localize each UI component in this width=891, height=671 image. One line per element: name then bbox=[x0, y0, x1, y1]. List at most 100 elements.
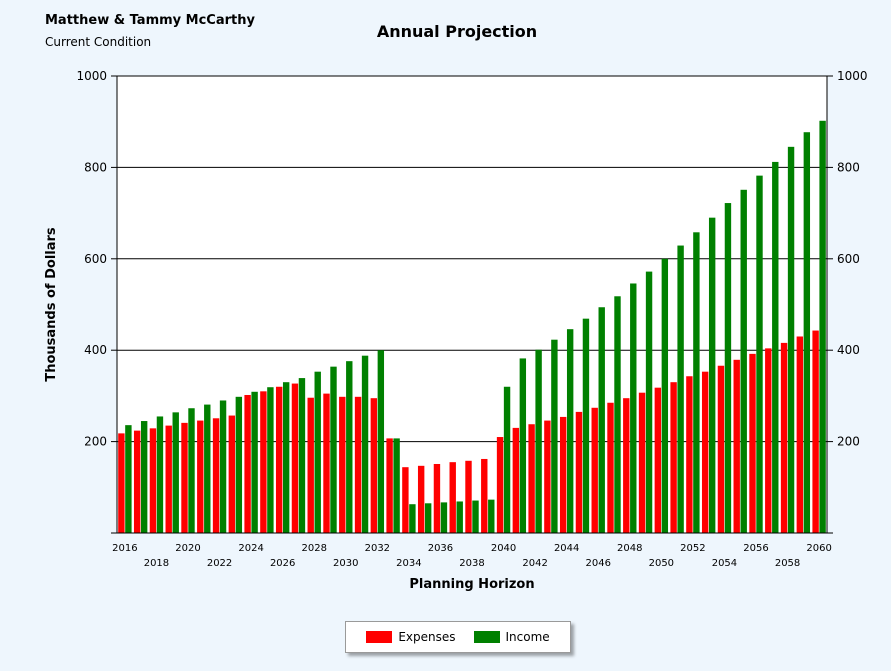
bar-expenses-2028 bbox=[307, 397, 314, 533]
x-tick-label: 2018 bbox=[144, 558, 169, 569]
x-tick-label: 2036 bbox=[428, 543, 453, 554]
client-name: Matthew & Tammy McCarthy bbox=[45, 13, 255, 28]
bar-income-2017 bbox=[140, 421, 148, 533]
bar-expenses-2022 bbox=[212, 418, 220, 533]
bar-income-2053 bbox=[708, 217, 716, 534]
x-tick-label: 2020 bbox=[175, 543, 200, 554]
left-tick-label: 600 bbox=[84, 252, 107, 266]
bar-expenses-2050 bbox=[654, 387, 662, 533]
bar-expenses-2037 bbox=[449, 462, 456, 533]
x-tick-label: 2046 bbox=[585, 558, 610, 569]
chart-legend: Expenses Income bbox=[345, 621, 571, 653]
x-tick-label: 2016 bbox=[112, 543, 137, 554]
bar-income-2027 bbox=[298, 378, 306, 533]
legend-item-expenses: Expenses bbox=[366, 630, 456, 644]
bar-income-2059 bbox=[803, 132, 811, 533]
legend-swatch-expenses bbox=[366, 631, 393, 643]
bar-expenses-2048 bbox=[623, 398, 630, 533]
x-tick-label: 2056 bbox=[743, 543, 768, 554]
bar-income-2025 bbox=[267, 387, 274, 533]
x-axis-label: Planning Horizon bbox=[409, 577, 534, 592]
x-tick-label: 2054 bbox=[712, 558, 737, 569]
legend-label-expenses: Expenses bbox=[398, 630, 456, 644]
left-tick-label: 200 bbox=[84, 435, 107, 449]
bar-income-2049 bbox=[645, 271, 653, 533]
bar-expenses-2029 bbox=[323, 393, 330, 533]
bar-expenses-2027 bbox=[291, 383, 299, 533]
bar-income-2035 bbox=[424, 503, 432, 533]
bar-income-2058 bbox=[787, 146, 795, 533]
bar-income-2026 bbox=[282, 382, 290, 533]
bar-expenses-2041 bbox=[512, 427, 520, 533]
bar-income-2023 bbox=[235, 396, 243, 533]
bar-expenses-2017 bbox=[133, 430, 141, 533]
x-tick-label: 2024 bbox=[238, 543, 263, 554]
bar-income-2034 bbox=[409, 504, 416, 533]
bar-expenses-2056 bbox=[749, 353, 756, 533]
bar-income-2042 bbox=[535, 349, 542, 533]
bar-income-2030 bbox=[346, 361, 353, 533]
bar-expenses-2052 bbox=[686, 376, 693, 533]
right-tick-label: 400 bbox=[837, 343, 860, 357]
bar-expenses-2038 bbox=[465, 460, 472, 533]
bar-income-2028 bbox=[314, 371, 321, 533]
bar-income-2051 bbox=[677, 245, 684, 533]
bar-expenses-2031 bbox=[354, 396, 362, 533]
bar-expenses-2030 bbox=[339, 396, 346, 533]
x-tick-label: 2052 bbox=[680, 543, 705, 554]
bar-expenses-2036 bbox=[433, 463, 441, 533]
bar-income-2031 bbox=[361, 355, 369, 533]
bar-income-2038 bbox=[472, 500, 479, 533]
bar-expenses-2059 bbox=[796, 336, 804, 533]
bar-income-2040 bbox=[503, 386, 511, 533]
bar-expenses-2044 bbox=[559, 416, 567, 533]
bar-expenses-2040 bbox=[496, 437, 504, 533]
bar-expenses-2049 bbox=[638, 392, 646, 533]
bar-expenses-2032 bbox=[370, 398, 378, 533]
bar-expenses-2035 bbox=[417, 465, 425, 533]
legend-label-income: Income bbox=[505, 630, 550, 644]
bar-expenses-2047 bbox=[607, 402, 614, 533]
bar-expenses-2058 bbox=[780, 342, 788, 533]
right-tick-label: 600 bbox=[837, 252, 860, 266]
bar-income-2018 bbox=[156, 416, 164, 533]
bar-expenses-2042 bbox=[528, 424, 535, 533]
bar-income-2036 bbox=[440, 502, 448, 533]
x-tick-label: 2030 bbox=[333, 558, 358, 569]
left-tick-label: 800 bbox=[84, 160, 107, 174]
bar-expenses-2019 bbox=[165, 425, 172, 533]
bar-income-2033 bbox=[393, 438, 400, 533]
plot-area bbox=[117, 76, 827, 533]
right-tick-label: 1000 bbox=[837, 69, 868, 83]
bar-expenses-2043 bbox=[544, 420, 551, 533]
bar-expenses-2016 bbox=[118, 433, 125, 533]
bar-income-2037 bbox=[456, 501, 463, 533]
bar-income-2050 bbox=[661, 258, 669, 533]
bar-expenses-2033 bbox=[386, 438, 393, 533]
bar-income-2032 bbox=[377, 350, 385, 533]
x-tick-label: 2034 bbox=[396, 558, 421, 569]
bar-expenses-2055 bbox=[733, 359, 740, 533]
left-tick-label: 1000 bbox=[76, 69, 107, 83]
bar-income-2052 bbox=[693, 232, 700, 533]
bar-income-2048 bbox=[630, 283, 637, 533]
bar-income-2054 bbox=[724, 203, 732, 533]
bar-expenses-2060 bbox=[812, 330, 819, 533]
x-tick-label: 2050 bbox=[649, 558, 674, 569]
x-tick-label: 2022 bbox=[207, 558, 232, 569]
chart-title: Annual Projection bbox=[376, 22, 538, 41]
bar-income-2016 bbox=[125, 425, 132, 533]
bar-income-2047 bbox=[614, 296, 621, 533]
right-tick-label: 200 bbox=[837, 435, 860, 449]
x-tick-label: 2060 bbox=[806, 543, 831, 554]
bar-income-2043 bbox=[551, 339, 558, 533]
y-axis-label: Thousands of Dollars bbox=[44, 227, 59, 382]
x-tick-label: 2058 bbox=[775, 558, 800, 569]
bar-income-2045 bbox=[582, 318, 590, 533]
scenario-label: Current Condition bbox=[45, 35, 152, 49]
bar-expenses-2026 bbox=[275, 386, 283, 533]
bar-income-2057 bbox=[772, 161, 779, 533]
bar-expenses-2034 bbox=[402, 467, 409, 533]
bar-income-2055 bbox=[740, 189, 747, 533]
